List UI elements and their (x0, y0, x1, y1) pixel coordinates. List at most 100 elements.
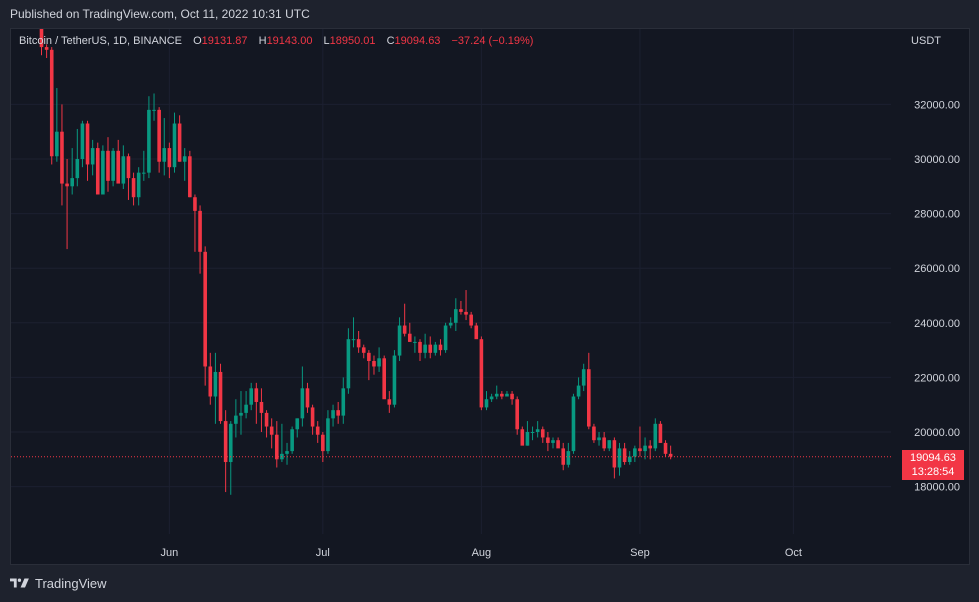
candle-body (213, 371, 218, 397)
x-tick-label: Aug (472, 547, 492, 559)
candle-body (638, 448, 642, 452)
candle-body (448, 322, 453, 326)
candlestick-chart[interactable]: 18000.00 20000.00 22000.00 24000.00 26000.00… (11, 29, 969, 564)
candle-body (592, 426, 596, 441)
low-label: L (323, 35, 330, 47)
candle-body (653, 423, 658, 449)
tradingview-logo-icon[interactable] (10, 577, 30, 589)
candle-body (259, 401, 264, 413)
candle-body (622, 448, 627, 463)
chart-panel[interactable]: 18000.00 20000.00 22000.00 24000.00 26000.00… (10, 28, 970, 565)
y-tick-label: 24000.00 (914, 318, 960, 330)
candle-body (167, 148, 172, 168)
candle-body (433, 344, 438, 353)
candle-body (111, 150, 115, 181)
last-price-badge: 19094.63 13:28:54 (902, 450, 964, 480)
candle-body (459, 309, 463, 312)
candle-body (223, 421, 228, 463)
candle-body (633, 448, 637, 457)
candle-body (627, 456, 632, 463)
candle-body (75, 159, 80, 179)
candle-body (387, 399, 392, 405)
candle-body (469, 314, 473, 326)
candle-body (617, 448, 622, 468)
candle-body (336, 410, 340, 416)
bar-countdown: 13:28:54 (911, 466, 955, 478)
x-tick-label: Oct (785, 547, 802, 559)
candle-body (193, 197, 197, 211)
candle-body (85, 123, 90, 165)
last-price-value: 19094.63 (910, 452, 956, 464)
candle-body (126, 156, 131, 179)
candle-body (198, 210, 202, 252)
candle-body (356, 339, 361, 348)
candle-body (535, 429, 540, 432)
candle-body (454, 309, 458, 323)
candle-body (612, 440, 617, 468)
candle-body (443, 325, 448, 351)
candle-body (392, 355, 397, 405)
candle-body (49, 49, 54, 157)
candle-body (172, 123, 177, 168)
candle-body (315, 426, 320, 435)
candle-body (367, 352, 371, 362)
candle-body (479, 339, 484, 408)
x-tick-label: Jul (316, 547, 330, 559)
candle-body (152, 109, 156, 111)
candle-body (668, 453, 673, 457)
candle-body (285, 451, 289, 454)
candle-body (131, 178, 136, 198)
candle-body (407, 333, 412, 342)
currency-label: USDT (911, 35, 941, 47)
footer-brand[interactable]: TradingView (35, 575, 107, 591)
candle-body (65, 183, 69, 187)
candle-body (546, 437, 550, 443)
published-caption: Published on TradingView.com, Oct 11, 20… (10, 7, 310, 21)
close-label: C (386, 35, 395, 47)
open-value: 19131.87 (201, 35, 248, 47)
candle-body (162, 148, 167, 162)
low-value: 18950.01 (329, 35, 376, 47)
candle-body (60, 131, 64, 184)
candle-body (525, 432, 530, 446)
x-tick-label: Sep (630, 547, 650, 559)
candle-body (218, 371, 223, 422)
candle-body (55, 131, 59, 157)
candle-body (402, 325, 407, 334)
candle-body (95, 148, 100, 195)
high-value: 19143.00 (266, 35, 313, 47)
candle-body (244, 404, 248, 413)
candle-body (515, 399, 519, 430)
candle-body (39, 29, 44, 48)
symbol-title[interactable]: Bitcoin / TetherUS, 1D, BINANCE (19, 35, 183, 47)
candle-body (372, 361, 376, 367)
candle-body (494, 393, 499, 397)
candle-body (576, 385, 581, 397)
change-value: −37.24 (−0.19%) (451, 35, 534, 47)
candle-body (106, 150, 110, 181)
candle-body (556, 440, 560, 449)
candle-body (418, 341, 422, 353)
x-tick-label: Jun (161, 547, 179, 559)
candle-body (80, 123, 85, 159)
candle-body (264, 412, 269, 427)
candle-body (602, 437, 606, 449)
candle-body (177, 123, 182, 162)
candle-body (648, 445, 652, 449)
candle-body (188, 156, 192, 198)
candle-body (121, 156, 126, 184)
high-label: H (258, 35, 267, 47)
candle-body (530, 432, 535, 433)
symbol-legend: Bitcoin / TetherUS, 1D, BINANCE O19131.8… (19, 35, 533, 47)
candle-body (101, 150, 105, 195)
candle-body (239, 412, 243, 416)
candle-body (136, 172, 141, 198)
candle-body (234, 415, 238, 424)
candle-body (581, 369, 586, 386)
candle-body (70, 178, 74, 187)
candle-body (377, 358, 381, 367)
candle-body (663, 442, 668, 454)
candle-body (300, 388, 305, 419)
candle-body (484, 399, 489, 408)
candle-body (182, 156, 187, 162)
